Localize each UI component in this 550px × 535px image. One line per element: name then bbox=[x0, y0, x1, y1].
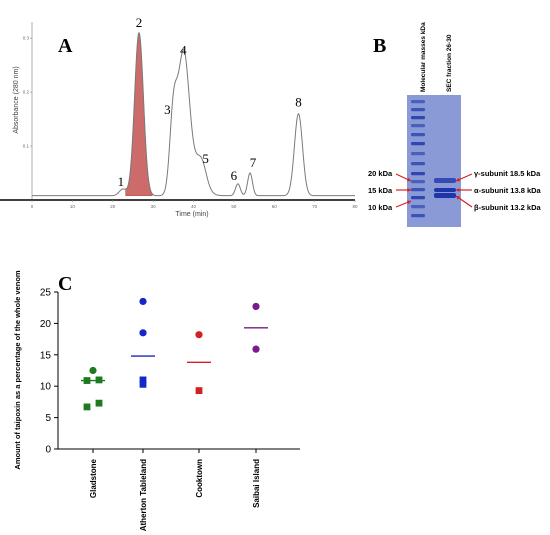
c-y-tick-label: 10 bbox=[40, 382, 52, 393]
c-x-tick-label: Cooktown bbox=[195, 459, 204, 498]
data-point-circle bbox=[89, 366, 97, 375]
ladder-band bbox=[411, 214, 425, 218]
c-y-tick-label: 25 bbox=[40, 288, 52, 299]
a-y-tick-label: 0.3 bbox=[23, 36, 30, 41]
ladder-band bbox=[411, 188, 425, 192]
arrow-gamma-head bbox=[456, 177, 460, 182]
c-y-tick-label: 5 bbox=[45, 413, 51, 424]
data-point-circle bbox=[139, 329, 147, 337]
a-y-axis-label: Absorbance (280 nm) bbox=[13, 66, 20, 133]
ladder-band bbox=[411, 142, 425, 146]
ladder-band bbox=[411, 172, 425, 176]
peak-label-4: 4 bbox=[180, 42, 187, 57]
band-label-alpha: α-subunit 13.8 kDa bbox=[474, 186, 542, 195]
a-x-tick-label: 50 bbox=[231, 204, 237, 209]
peak-2-highlight bbox=[125, 32, 153, 196]
data-point-circle bbox=[139, 297, 147, 306]
a-x-tick-label: 10 bbox=[70, 204, 76, 209]
peak-label-6: 6 bbox=[231, 168, 238, 183]
marker-label-10: 10 kDa bbox=[368, 203, 393, 212]
band-label-beta: β-subunit 13.2 kDa bbox=[474, 203, 542, 212]
lane-label-sec: SEC fraction 26-30 bbox=[446, 34, 453, 92]
gel-bands bbox=[411, 100, 456, 218]
a-x-tick-label: 40 bbox=[191, 204, 197, 209]
gel-arrows bbox=[395, 173, 473, 208]
data-point-circle bbox=[195, 331, 203, 339]
a-x-tick-label: 80 bbox=[352, 204, 358, 209]
panel-b-label: B bbox=[373, 35, 386, 57]
ladder-band bbox=[411, 133, 425, 137]
a-x-tick-label: 20 bbox=[110, 204, 116, 209]
data-point-circle bbox=[252, 345, 260, 353]
a-x-tick-label: 70 bbox=[312, 204, 318, 209]
panel-b-gel: B Molecular masses kDa SEC fraction 26-3… bbox=[368, 22, 542, 227]
data-point-square bbox=[139, 376, 147, 384]
lane-label-markers: Molecular masses kDa bbox=[420, 22, 427, 92]
a-y-tick-label: 0.2 bbox=[23, 90, 30, 95]
ladder-band bbox=[411, 152, 425, 156]
ladder-band bbox=[411, 162, 425, 166]
a-x-tick-label: 0 bbox=[31, 204, 34, 209]
data-point-square bbox=[95, 399, 103, 407]
data-point-square bbox=[83, 403, 91, 411]
c-y-tick-label: 0 bbox=[45, 445, 51, 456]
panel-a-label: A bbox=[58, 35, 73, 57]
arrow-alpha-head bbox=[456, 188, 460, 192]
marker-label-15: 15 kDa bbox=[368, 186, 393, 195]
ladder-band bbox=[411, 100, 425, 104]
c-y-tick-label: 20 bbox=[40, 319, 52, 330]
band-gamma bbox=[434, 178, 456, 183]
c-x-tick-label: Saibai Island bbox=[252, 459, 261, 508]
data-point-square bbox=[95, 376, 103, 384]
data-point-square bbox=[195, 387, 203, 394]
panel-a-chromatogram: A Absorbance (280 nm) Time (min) 0 10 20 30… bbox=[0, 15, 358, 218]
peak-label-1: 1 bbox=[118, 174, 125, 189]
panel-c-scatter: C Amount of taipoxin as a percentage of … bbox=[13, 270, 300, 531]
peak-label-5: 5 bbox=[202, 151, 209, 166]
data-point-square bbox=[83, 377, 91, 384]
data-point-circle bbox=[252, 302, 260, 311]
arrow-marker-10-head bbox=[407, 200, 411, 205]
chromatogram-trace bbox=[32, 31, 355, 197]
c-x-tick-label: Atherton Tableland bbox=[139, 459, 148, 531]
c-x-tick-label: Gladstone bbox=[89, 458, 98, 498]
data-point-square bbox=[139, 380, 147, 388]
band-beta bbox=[434, 193, 456, 198]
a-y-tick-label: 0.1 bbox=[23, 144, 30, 149]
ladder-band bbox=[411, 205, 425, 209]
band-label-gamma: γ-subunit 18.5 kDa bbox=[474, 169, 541, 178]
ladder-band bbox=[411, 116, 425, 120]
a-x-axis-label: Time (min) bbox=[175, 211, 208, 218]
ladder-band bbox=[411, 196, 425, 200]
marker-label-20: 20 kDa bbox=[368, 169, 393, 178]
a-x-tick-label: 30 bbox=[151, 204, 157, 209]
peak-label-8: 8 bbox=[295, 95, 302, 110]
arrow-marker-15-head bbox=[407, 188, 411, 192]
ladder-band bbox=[411, 124, 425, 128]
arrow-beta-head bbox=[456, 196, 460, 200]
ladder-band bbox=[411, 180, 425, 184]
c-y-axis-label: Amount of taipoxin as a percentage of th… bbox=[13, 270, 22, 470]
peak-label-3: 3 bbox=[164, 102, 171, 117]
c-y-tick-label: 15 bbox=[40, 350, 52, 361]
ladder-band bbox=[411, 108, 425, 112]
panel-c-label: C bbox=[58, 273, 72, 295]
arrow-marker-20-head bbox=[407, 177, 411, 182]
band-alpha bbox=[434, 188, 456, 192]
peak-label-7: 7 bbox=[250, 155, 257, 170]
a-x-tick-label: 60 bbox=[272, 204, 278, 209]
peak-label-2: 2 bbox=[136, 15, 143, 30]
